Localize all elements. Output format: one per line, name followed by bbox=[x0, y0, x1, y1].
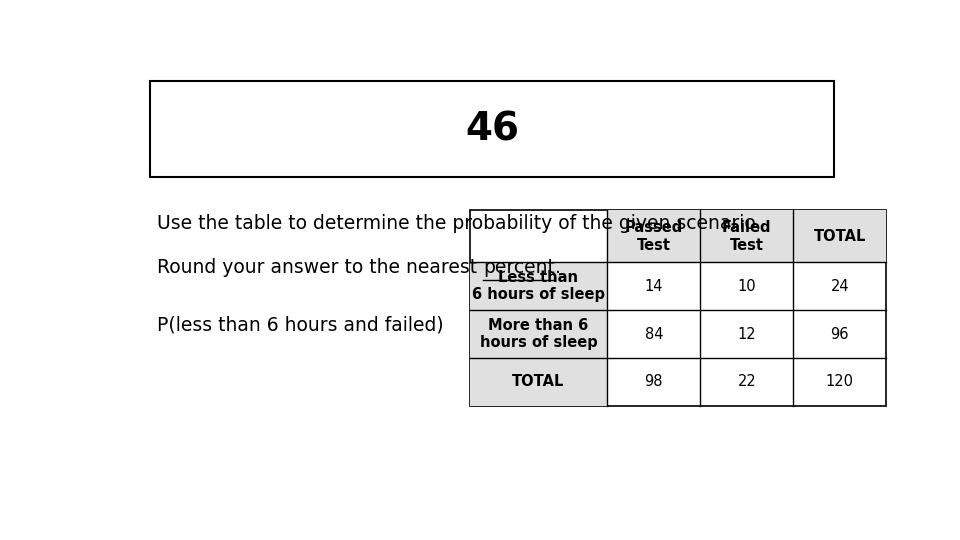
Text: 98: 98 bbox=[644, 374, 663, 389]
Text: Use the table to determine the probability of the given scenario.: Use the table to determine the probabili… bbox=[157, 214, 761, 233]
Text: 120: 120 bbox=[826, 374, 853, 389]
Text: Less than
6 hours of sleep: Less than 6 hours of sleep bbox=[472, 270, 605, 302]
Text: P(less than 6 hours and failed): P(less than 6 hours and failed) bbox=[157, 315, 444, 334]
Text: Round your answer to the nearest: Round your answer to the nearest bbox=[157, 258, 483, 277]
Text: 96: 96 bbox=[830, 327, 849, 341]
Text: 46: 46 bbox=[465, 110, 519, 148]
Text: Failed
Test: Failed Test bbox=[722, 220, 772, 253]
Text: 10: 10 bbox=[737, 279, 756, 294]
Text: TOTAL: TOTAL bbox=[513, 374, 564, 389]
Text: 24: 24 bbox=[830, 279, 850, 294]
Text: percent: percent bbox=[483, 258, 555, 277]
Bar bbox=[608, 210, 886, 262]
Text: 84: 84 bbox=[644, 327, 663, 341]
Bar bbox=[469, 358, 608, 406]
Bar bbox=[469, 262, 608, 310]
FancyBboxPatch shape bbox=[150, 82, 834, 177]
Text: 14: 14 bbox=[644, 279, 663, 294]
Text: .: . bbox=[555, 258, 561, 277]
Text: 12: 12 bbox=[737, 327, 756, 341]
Text: 22: 22 bbox=[737, 374, 756, 389]
Text: More than 6
hours of sleep: More than 6 hours of sleep bbox=[480, 318, 597, 350]
Bar bbox=[469, 310, 608, 358]
Text: Passed
Test: Passed Test bbox=[625, 220, 683, 253]
Bar bbox=[469, 211, 886, 406]
Text: TOTAL: TOTAL bbox=[814, 229, 866, 244]
